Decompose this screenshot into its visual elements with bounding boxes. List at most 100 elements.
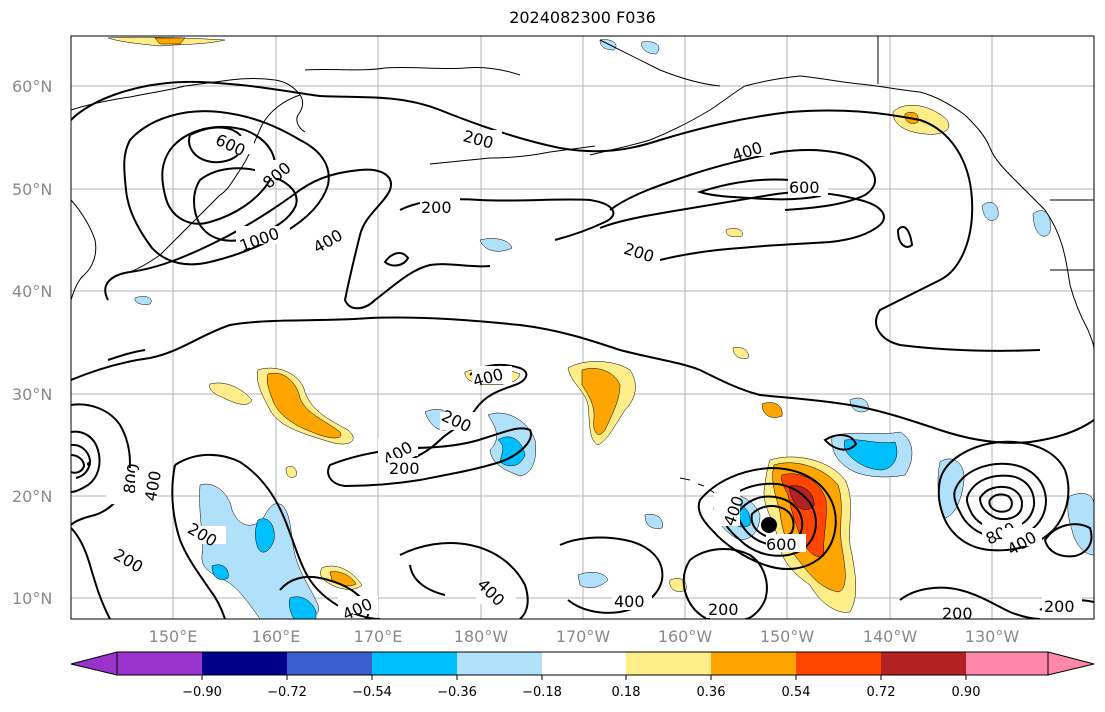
- contour-label: 600: [766, 535, 797, 554]
- colorbar-tick-label: 0.36: [697, 685, 726, 700]
- lon-label: 130°W: [965, 627, 1020, 646]
- contour-center-loop: [823, 434, 858, 451]
- contour-se-200: [399, 542, 529, 619]
- colorbar-segment: [796, 652, 881, 675]
- lon-label: 160°W: [658, 627, 713, 646]
- gridlines: [71, 36, 1094, 619]
- negative-anomaly-patch: [255, 518, 275, 553]
- positive-anomaly-patch: [725, 228, 743, 237]
- contour-label: 200: [389, 459, 420, 478]
- positive-anomaly-patch: [154, 37, 186, 45]
- contour-400-center: [409, 363, 528, 461]
- contour-sw-big-2: [171, 464, 226, 619]
- colorbar-extend-right: [1047, 651, 1095, 676]
- colorbar-segment: [542, 652, 626, 675]
- political-borders: [877, 36, 1094, 271]
- positive-anomaly-patch: [732, 347, 749, 359]
- contour-se-high-outer: [937, 440, 1070, 552]
- contour-se-high-3: [965, 474, 1036, 531]
- positive-anomaly-patch: [285, 466, 297, 478]
- contour-200-mid2: [107, 349, 146, 361]
- contour-label: 200: [942, 604, 973, 623]
- contour-200-mid: [71, 316, 1094, 444]
- lon-label: 150°E: [149, 627, 198, 646]
- colorbar-segment: [287, 652, 372, 675]
- negative-anomaly-patch: [644, 514, 663, 529]
- negative-anomaly-patch: [981, 202, 999, 221]
- colorbar: −0.90 −0.72 −0.54 −0.36 −0.18 0.18 0.36 …: [70, 651, 1095, 700]
- negative-anomaly-patch: [1032, 210, 1051, 237]
- positive-anomaly-patch: [581, 368, 621, 435]
- contour-label: 400: [614, 592, 645, 611]
- contour-se-high-2: [953, 462, 1048, 540]
- latitude-labels: 60°N 50°N 40°N 30°N 20°N 10°N: [12, 77, 52, 608]
- colorbar-tick-label: −0.72: [267, 685, 307, 700]
- map-frame: [70, 35, 1095, 620]
- colorbar-extend-left: [70, 651, 118, 676]
- positive-anomaly-patch: [669, 578, 687, 592]
- coastline-alaska-west: [589, 75, 801, 156]
- contour-se-bottom: [899, 586, 1041, 619]
- coastline-nw-america: [964, 114, 1094, 351]
- cyclone-center-marker: [761, 517, 777, 533]
- coastline-asia: [71, 78, 306, 133]
- contour-1000-loop: [193, 167, 298, 242]
- colorbar-segment: [711, 652, 796, 675]
- lat-label: 40°N: [12, 282, 52, 301]
- contour-400-north: [104, 168, 491, 310]
- contour-mid-400: [559, 536, 664, 614]
- contour-200-n2: [599, 191, 885, 261]
- contour-sw-400-loop: [279, 575, 369, 619]
- lat-label: 30°N: [12, 385, 52, 404]
- colorbar-tick-label: 0.54: [782, 685, 811, 700]
- colorbar-segment: [881, 652, 966, 675]
- colorbar-segment: [457, 652, 542, 675]
- contour-800-loop: [161, 126, 276, 225]
- contour-400-ne: [609, 149, 876, 211]
- contour-sw-left-2: [71, 527, 111, 619]
- contour-sw-high-2: [71, 443, 92, 479]
- contour-low-2: [720, 482, 818, 557]
- colorbar-tick-label: −0.36: [437, 685, 477, 700]
- lon-label: 140°W: [863, 627, 918, 646]
- longitude-labels: 150°E 160°E 170°E 180°W 170°W 160°W 150°…: [149, 627, 1020, 646]
- lon-label: 180°W: [454, 627, 509, 646]
- lon-label: 160°E: [252, 627, 301, 646]
- colorbar-segment: [626, 652, 711, 675]
- contour-small-loop: [383, 252, 410, 267]
- coastline-japan: [71, 199, 97, 301]
- negative-anomaly-patch: [134, 296, 152, 305]
- lon-label: 170°E: [354, 627, 403, 646]
- lat-label: 50°N: [12, 180, 52, 199]
- coastline-alaska-north: [599, 39, 721, 87]
- contour-se-200-b: [409, 564, 446, 596]
- contour-low-outer: [697, 466, 837, 571]
- colorbar-segment: [117, 652, 202, 675]
- colorbar-tick-label: −0.90: [182, 685, 222, 700]
- contour-label: 200: [421, 198, 452, 217]
- contour-sw-high-1: [71, 430, 101, 493]
- contour-200-north: [71, 80, 1041, 352]
- positive-anomaly-patch: [789, 485, 815, 510]
- contour-label: 600: [789, 178, 820, 197]
- positive-anomaly-patch: [266, 372, 342, 439]
- contour-labels: 200 400 600 200 200 600 800 1000 400 400…: [106, 126, 1082, 623]
- contour-se-high-4: [978, 485, 1023, 521]
- lat-label: 10°N: [12, 589, 52, 608]
- contours: [71, 80, 1094, 619]
- contour-hawaii-200: [689, 548, 768, 619]
- colorbar-tick-label: −0.18: [522, 685, 562, 700]
- colorbar-tick-label: 0.72: [867, 685, 896, 700]
- colorbar-segment: [202, 652, 287, 675]
- contour-label: 200: [1044, 597, 1075, 616]
- negative-anomaly-patch: [641, 41, 660, 55]
- contour-small-loop-2: [896, 225, 914, 248]
- map-title: 2024082300 F036: [509, 8, 656, 27]
- contour-label: 200: [708, 600, 739, 619]
- coastline-bering: [304, 66, 521, 76]
- colorbar-segment: [372, 652, 457, 675]
- negative-anomaly-patch: [199, 483, 320, 619]
- contour-se-200-b2: [1043, 523, 1093, 558]
- colorbar-tick-label: −0.54: [352, 685, 392, 700]
- positive-anomaly-patch: [761, 402, 783, 418]
